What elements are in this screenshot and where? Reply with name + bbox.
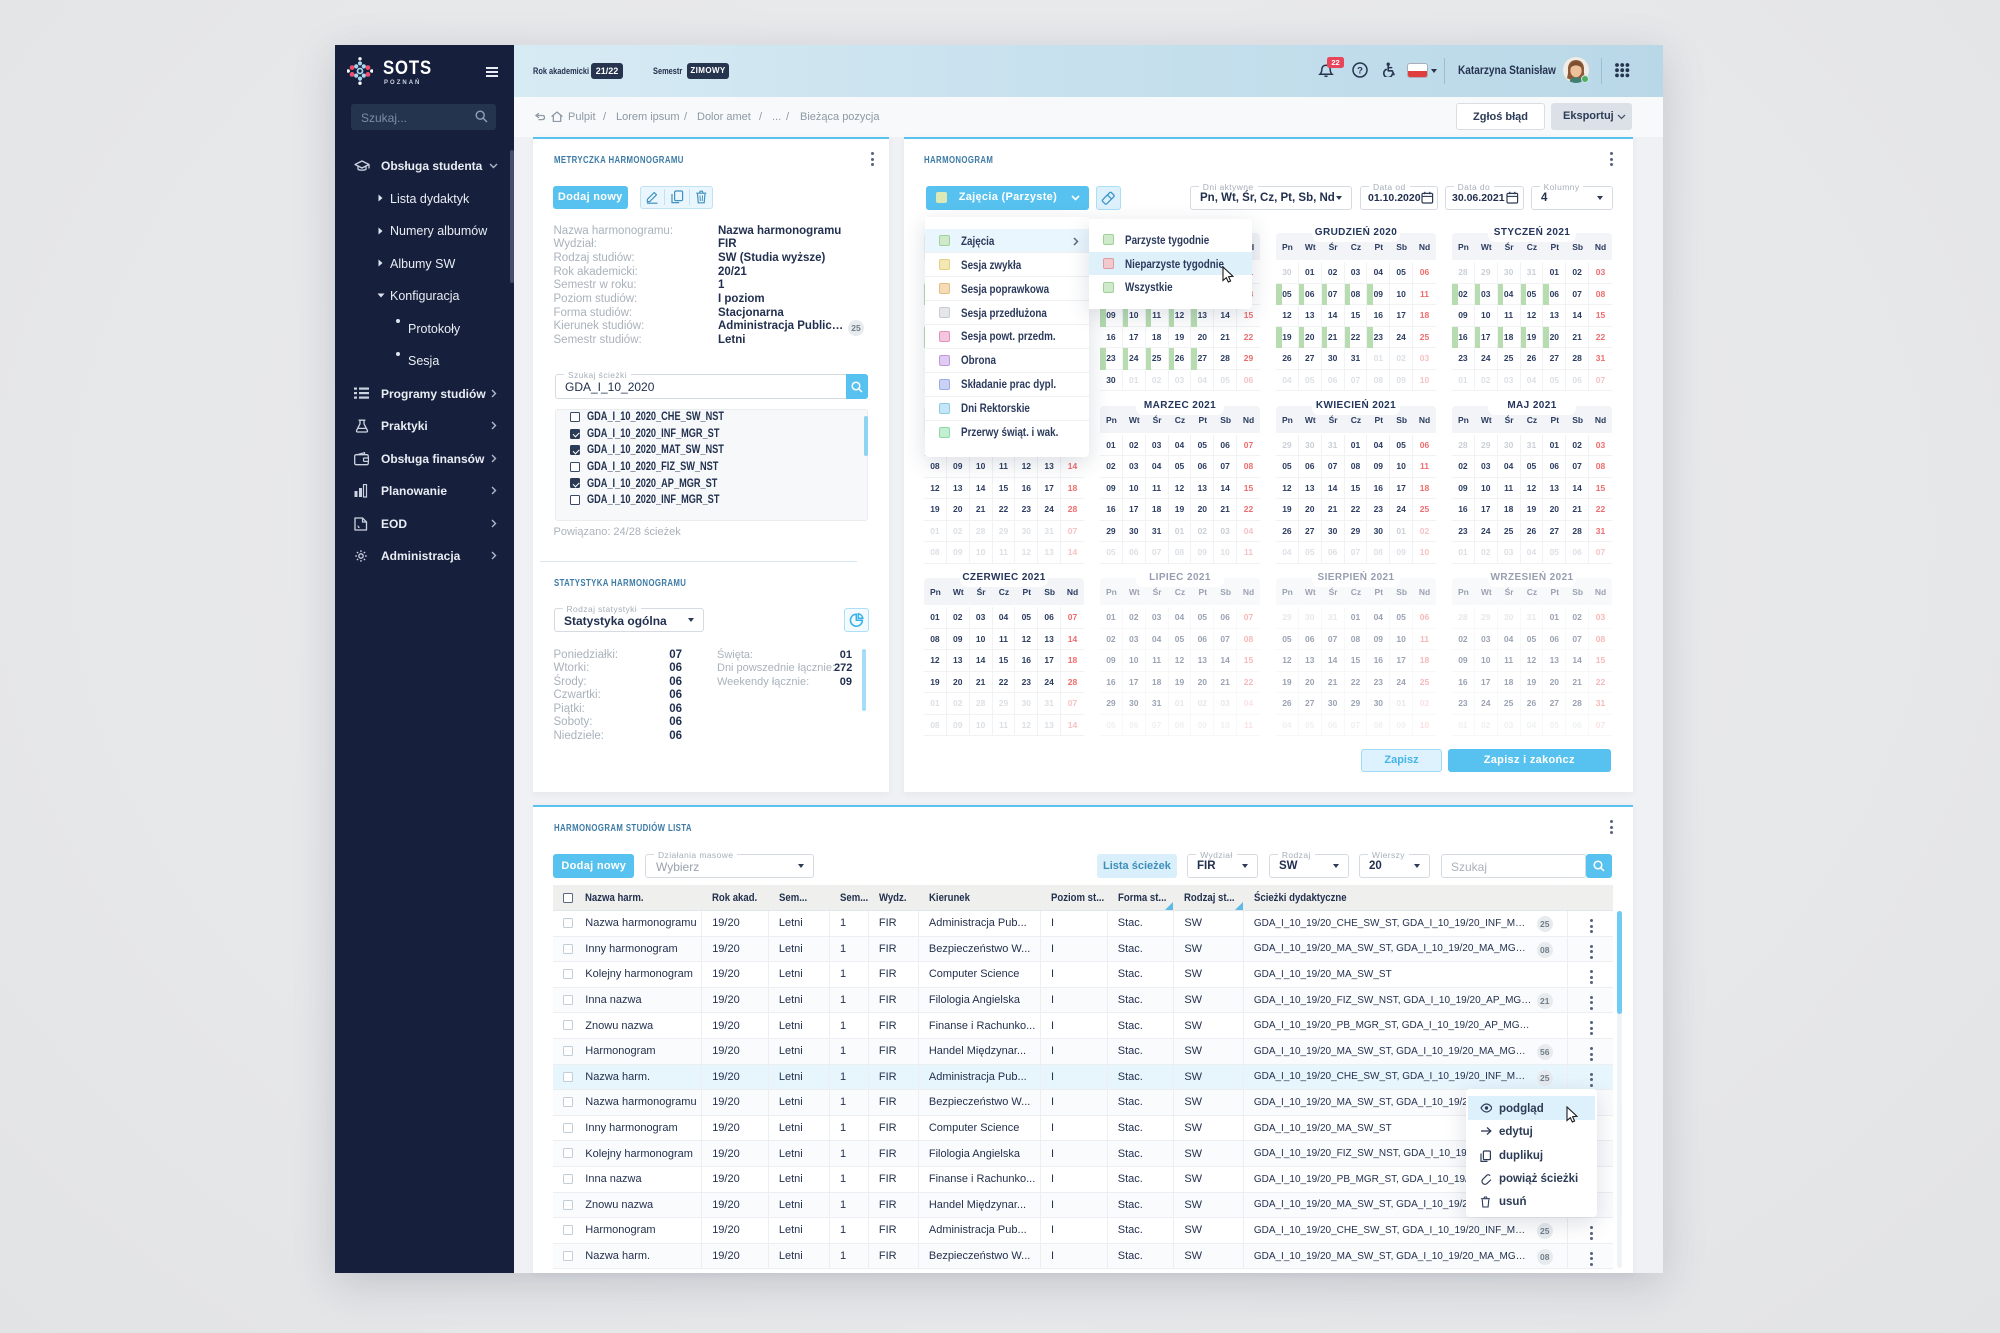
svg-text:?: ? — [1357, 65, 1363, 76]
